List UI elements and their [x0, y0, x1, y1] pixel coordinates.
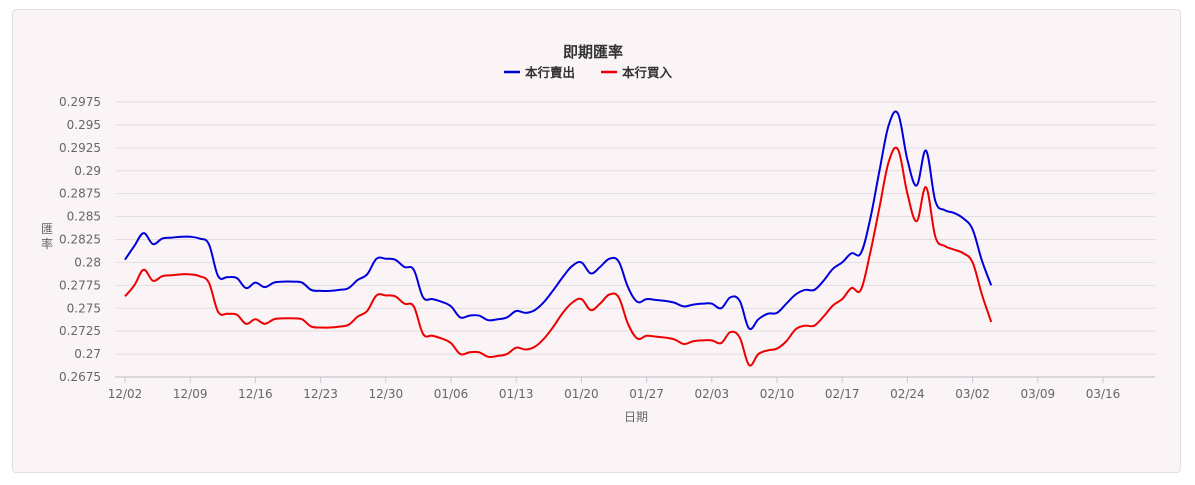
x-tick-label: 02/17 [825, 387, 860, 401]
y-axis-title-char-2: 率 [41, 236, 53, 251]
x-tick-label: 02/03 [695, 387, 730, 401]
chart-title: 即期匯率 [563, 43, 623, 61]
y-tick-label: 0.285 [67, 210, 101, 224]
y-tick-label: 0.2675 [59, 370, 101, 384]
y-tick-label: 0.2725 [59, 324, 101, 338]
x-tick-label: 03/02 [955, 387, 990, 401]
x-tick-label: 01/06 [434, 387, 469, 401]
grid-lines [115, 101, 1155, 378]
y-tick-label: 0.29 [74, 164, 101, 178]
y-tick-label: 0.2875 [59, 187, 101, 201]
x-tick-label: 01/13 [499, 387, 534, 401]
legend-label-sell[interactable]: 本行賣出 [525, 65, 575, 80]
x-tick-label: 12/30 [369, 387, 404, 401]
y-axis-ticks: 0.2675 0.27 0.2725 0.275 0.2775 0.28 0.2825 0.2… [59, 95, 101, 384]
legend-label-buy[interactable]: 本行買入 [622, 65, 673, 80]
series-line-buy[interactable] [124, 146, 993, 367]
x-tick-label: 12/16 [238, 387, 273, 401]
y-tick-label: 0.275 [67, 301, 101, 315]
x-tick-label: 03/16 [1086, 387, 1121, 401]
x-tick-label: 12/09 [173, 387, 208, 401]
x-tick-label: 01/27 [629, 387, 664, 401]
x-axis-title: 日期 [624, 410, 648, 424]
y-tick-label: 0.2925 [59, 141, 101, 155]
y-tick-label: 0.295 [67, 118, 101, 132]
series-line-sell[interactable] [124, 110, 993, 331]
x-axis-ticks: 12/02 12/09 12/16 12/23 12/30 01/06 01/13 01/20… [108, 377, 1121, 401]
legend[interactable]: 本行賣出 本行買入 [504, 65, 673, 80]
y-tick-label: 0.2825 [59, 233, 101, 247]
y-tick-label: 0.2975 [59, 95, 101, 109]
x-tick-label: 12/23 [303, 387, 338, 401]
x-tick-label: 02/24 [890, 387, 925, 401]
y-axis-title-char-1: 匯 [41, 222, 53, 236]
y-tick-label: 0.27 [74, 347, 101, 361]
x-tick-label: 01/20 [564, 387, 599, 401]
series-layer [124, 110, 993, 367]
x-tick-label: 02/10 [760, 387, 795, 401]
y-tick-label: 0.28 [74, 255, 101, 269]
y-tick-label: 0.2775 [59, 278, 101, 292]
x-tick-label: 03/09 [1021, 387, 1056, 401]
x-tick-label: 12/02 [108, 387, 143, 401]
